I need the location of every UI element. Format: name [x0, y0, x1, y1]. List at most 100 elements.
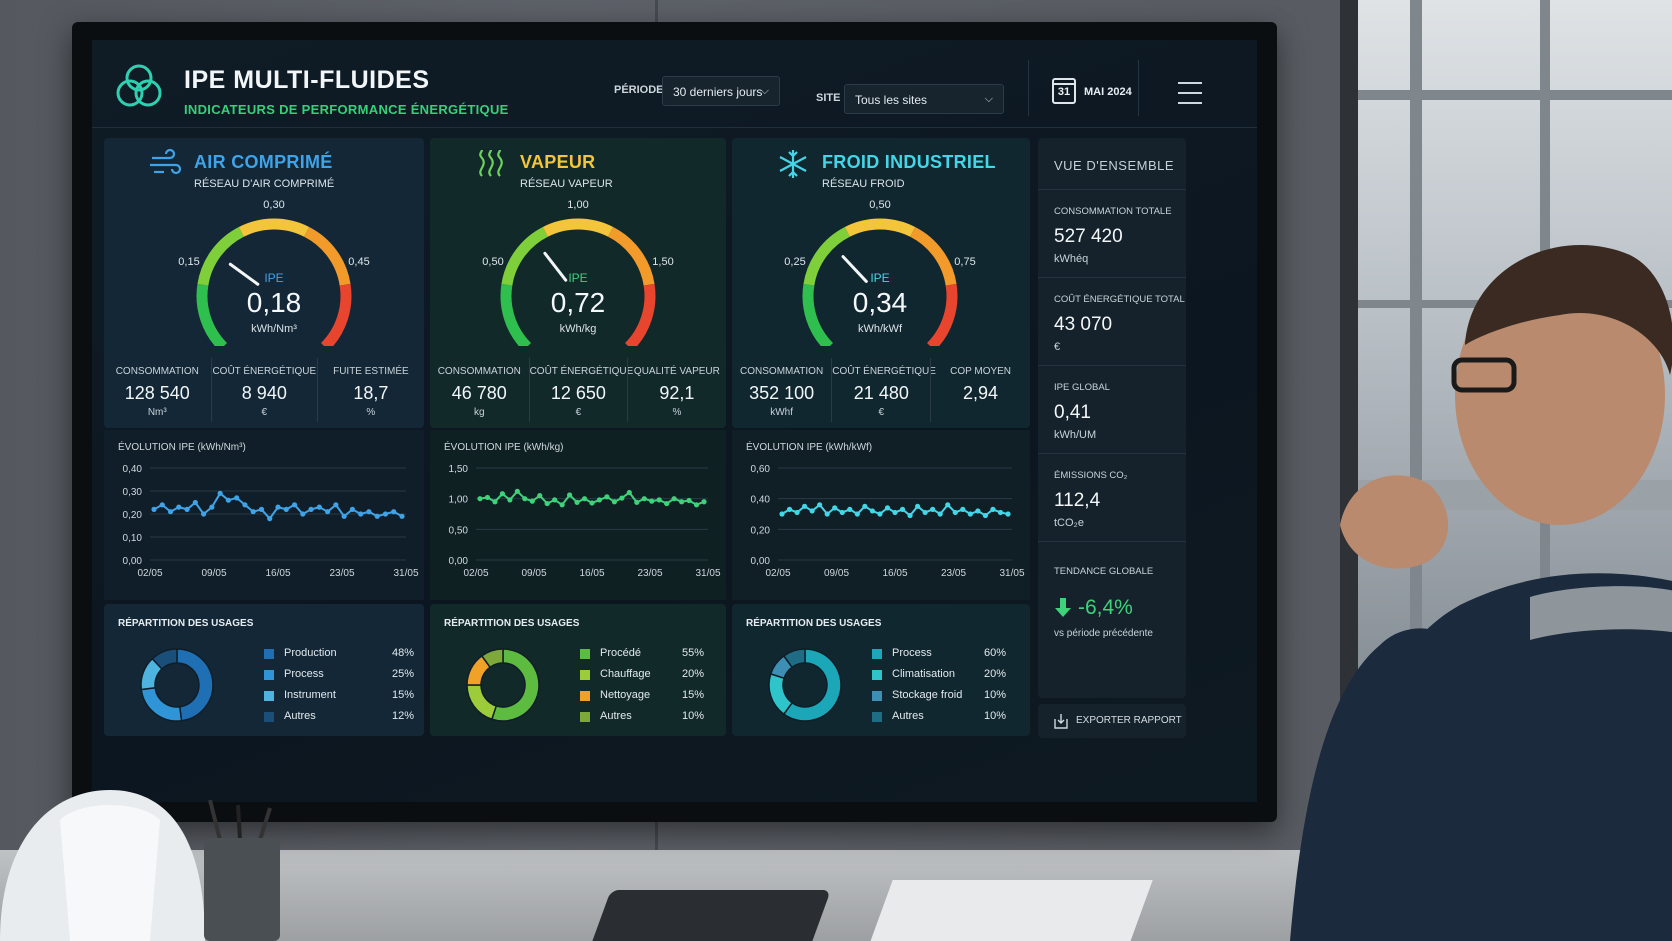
data-point [899, 506, 906, 512]
data-point [686, 497, 692, 504]
data-point [824, 511, 830, 517]
data-point [176, 504, 182, 510]
gauge-tick-label: 0,75 [954, 256, 975, 268]
gauge-tick-label: 1,50 [652, 256, 673, 268]
tablet [589, 890, 831, 941]
y-tick-label: 0,20 [123, 510, 143, 521]
usages-donut-chart [768, 648, 842, 722]
dashboard-header: IPE MULTI-FLUIDES INDICATEURS DE PERFORM… [92, 40, 1257, 128]
donut-slice [768, 672, 794, 716]
overview-consommation: CONSOMMATION TOTALE 527 420 kWhéq [1038, 190, 1186, 278]
x-tick-label: 02/05 [137, 568, 162, 579]
usages-legend: Process 60% Climatisation 20% Stockage froid… [872, 646, 1006, 730]
periode-select[interactable]: 30 derniers jours ⌵ [662, 76, 780, 106]
kpi-qualite: QUALITÉ VAPEUR 92,1% [627, 358, 726, 422]
legend-percent: 15% [681, 689, 704, 701]
legend-swatch [580, 649, 590, 659]
gauge-value: 0,18 [247, 287, 302, 318]
kpi-cop: COP MOYEN 2,94 [930, 358, 1029, 422]
hamburger-menu-icon[interactable] [1178, 82, 1202, 104]
gauge-arc-segment [196, 283, 228, 346]
x-tick-label: 09/05 [521, 568, 546, 579]
data-point [952, 509, 958, 516]
data-point [960, 506, 966, 512]
data-point [341, 513, 347, 519]
triple-ring-logo-icon [116, 64, 162, 107]
panel-froid-top: FROID INDUSTRIEL RÉSEAU FROID 00,250,500… [732, 138, 1030, 428]
legend-swatch [872, 691, 882, 701]
legend-item: Autres 12% [264, 709, 414, 730]
panel-subtitle: RÉSEAU FROID [822, 178, 905, 190]
gauge-arc-segment [844, 218, 916, 237]
data-point [374, 513, 380, 519]
gauge-needle [543, 251, 568, 282]
data-point [581, 496, 588, 502]
gauge-tick-label: 0,15 [178, 256, 199, 268]
gauge-arc-segment [320, 283, 352, 346]
data-point [611, 499, 617, 505]
data-point [847, 506, 853, 512]
paper-sheet [867, 880, 1153, 941]
panel-froid-chart: ÉVOLUTION IPE (kWh/kWf) 0,00 0,20 0,40 0,60… [732, 430, 1030, 600]
overview-emissions: ÉMISSIONS CO₂ 112,4 tCO₂e [1038, 454, 1186, 542]
x-tick-label: 09/05 [824, 568, 849, 579]
legend-label: Procédé [600, 647, 641, 659]
data-point [567, 492, 573, 498]
donut-slice [176, 648, 214, 722]
legend-swatch [264, 670, 274, 680]
usages-donut-chart [140, 648, 214, 722]
kpi-row: CONSOMMATION 46 780 kg COÛT ÉNERGÉTIQUE 12 … [430, 358, 726, 422]
gauge-arc-segment [803, 226, 850, 286]
legend-item: Autres 10% [872, 709, 1006, 730]
data-point [291, 502, 298, 508]
donut-slice [151, 648, 178, 671]
data-point [499, 491, 505, 497]
data-point [604, 494, 610, 500]
data-point [382, 511, 389, 517]
data-point [477, 496, 483, 502]
gauge-needle [841, 255, 868, 283]
legend-item: Nettoyage 15% [580, 688, 704, 709]
usages-donut-chart [466, 648, 540, 722]
legend-percent: 10% [681, 710, 704, 722]
x-tick-label: 23/05 [637, 568, 662, 579]
export-label: EXPORTER RAPPORT [1076, 715, 1182, 726]
data-point [679, 499, 685, 505]
data-point [884, 505, 891, 511]
site-select[interactable]: Tous les sites ⌵ [844, 84, 1004, 114]
data-point [201, 511, 207, 517]
kpi-row: CONSOMMATION 128 540 Nm³ COÛT ÉNERGÉTIQUE 8… [104, 358, 424, 422]
gauge-tick-label: 0,45 [348, 256, 369, 268]
gauge-arc-segment [910, 226, 957, 286]
x-tick-label: 02/05 [463, 568, 488, 579]
y-tick-label: 0,00 [449, 556, 469, 567]
gauge-unit: kWh/kWf [858, 323, 903, 335]
legend-item: Stockage froid 10% [872, 688, 1006, 709]
y-tick-label: 0,10 [123, 533, 143, 544]
panel-vapeur-chart: ÉVOLUTION IPE (kWh/kg) 0,00 0,50 1,00 1,50 0… [430, 430, 726, 600]
data-point [151, 506, 157, 512]
x-tick-label: 31/05 [695, 568, 720, 579]
engineer-person [1290, 245, 1672, 941]
data-point [930, 506, 936, 512]
legend-item: Procédé 55% [580, 646, 704, 667]
usages-title: RÉPARTITION DES USAGES [444, 618, 580, 629]
data-point [839, 509, 845, 516]
legend-swatch [264, 649, 274, 659]
ipe-line-chart: 0,00 0,10 0,20 0,30 0,40 02/05 09/05 16/05 23/05… [123, 464, 419, 579]
data-point [267, 516, 273, 522]
data-point [786, 506, 793, 512]
legend-label: Stockage froid [892, 689, 963, 701]
data-point [308, 506, 314, 512]
panel-title: FROID INDUSTRIEL [822, 152, 996, 172]
y-tick-label: 0,20 [751, 525, 771, 536]
export-report-button[interactable]: EXPORTER RAPPORT [1038, 704, 1186, 738]
gauge-arc-segment [802, 283, 834, 346]
periode-label: PÉRIODE [614, 84, 664, 96]
data-point [779, 511, 785, 517]
legend-label: Process [892, 647, 932, 659]
legend-label: Production [284, 647, 337, 659]
data-point [701, 499, 707, 505]
gauge-tick-label: 0,50 [482, 256, 503, 268]
